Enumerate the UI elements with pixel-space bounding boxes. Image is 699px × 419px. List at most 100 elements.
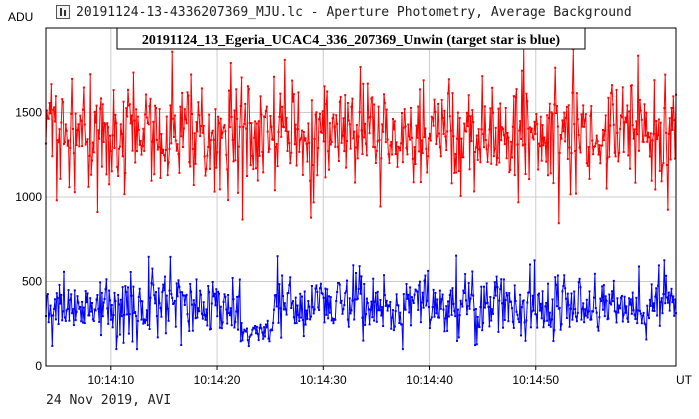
data-point	[531, 136, 534, 139]
data-point	[362, 339, 365, 342]
data-point	[289, 276, 292, 279]
data-point	[634, 318, 637, 320]
data-point	[272, 321, 275, 324]
data-point	[229, 62, 232, 64]
data-point	[559, 328, 562, 331]
data-point	[147, 255, 150, 258]
data-point	[185, 122, 188, 125]
data-point	[73, 289, 76, 292]
data-point	[290, 307, 293, 309]
data-point	[245, 127, 248, 130]
data-point	[374, 162, 377, 164]
data-point	[376, 140, 379, 143]
data-point	[384, 304, 387, 307]
data-point	[202, 301, 205, 304]
data-point	[238, 125, 241, 128]
data-point	[603, 315, 606, 318]
data-point	[91, 141, 94, 144]
data-point	[86, 138, 89, 141]
data-point	[401, 323, 403, 326]
data-point	[440, 298, 443, 301]
data-point	[207, 285, 210, 287]
data-point	[298, 320, 301, 322]
data-point	[536, 123, 539, 126]
data-point	[398, 322, 401, 324]
data-point	[75, 144, 78, 147]
data-point	[637, 309, 640, 312]
data-point	[295, 164, 298, 167]
data-point	[265, 105, 268, 108]
data-point	[467, 94, 470, 97]
data-point	[181, 91, 184, 94]
data-point	[314, 113, 317, 116]
data-point	[407, 123, 410, 126]
data-point	[104, 288, 107, 291]
data-point	[588, 177, 591, 180]
data-point	[564, 287, 567, 290]
data-point	[436, 135, 439, 138]
data-point	[576, 311, 579, 314]
data-point	[47, 321, 50, 324]
data-point	[106, 122, 109, 125]
data-point	[577, 134, 580, 136]
data-point	[667, 291, 670, 294]
data-point	[81, 300, 84, 303]
data-point	[555, 112, 558, 114]
data-point	[247, 88, 250, 91]
data-point	[588, 290, 591, 293]
data-point	[542, 144, 545, 147]
data-point	[644, 134, 647, 137]
data-point	[510, 140, 513, 143]
data-point	[136, 319, 139, 322]
data-point	[123, 193, 126, 196]
data-point	[102, 140, 105, 143]
data-point	[354, 298, 357, 301]
data-point	[187, 94, 190, 97]
data-point	[436, 298, 439, 301]
data-point	[253, 136, 256, 139]
data-point	[672, 295, 675, 298]
data-point	[622, 313, 625, 316]
data-point	[657, 284, 659, 287]
data-point	[470, 293, 473, 296]
data-point	[426, 171, 429, 174]
data-point	[153, 173, 156, 176]
data-point	[168, 147, 171, 150]
data-point	[158, 108, 161, 111]
data-point	[65, 129, 68, 132]
data-point	[459, 194, 462, 197]
data-point	[189, 165, 192, 168]
data-point	[199, 289, 202, 292]
data-point	[486, 161, 489, 163]
data-point	[654, 295, 657, 298]
data-point	[339, 301, 342, 304]
data-point	[575, 315, 577, 318]
data-point	[64, 319, 67, 322]
data-point	[114, 300, 117, 303]
data-point	[321, 292, 324, 295]
data-point	[652, 302, 655, 305]
data-point	[445, 149, 448, 152]
data-point	[174, 139, 177, 142]
data-point	[568, 325, 571, 328]
data-point	[412, 181, 415, 184]
data-point	[358, 111, 361, 114]
data-point	[304, 137, 307, 140]
data-point	[426, 299, 429, 302]
data-point	[256, 333, 259, 336]
data-point	[341, 312, 344, 315]
data-point	[351, 299, 354, 302]
data-point	[240, 322, 243, 325]
data-point	[560, 137, 563, 140]
data-point	[221, 131, 224, 134]
data-point	[523, 321, 526, 324]
data-point	[182, 294, 185, 297]
data-point	[432, 124, 435, 127]
data-point	[564, 140, 567, 143]
data-point	[451, 287, 454, 290]
data-point	[284, 129, 287, 132]
data-point	[663, 107, 666, 110]
data-point	[241, 339, 244, 342]
app-icon	[56, 5, 70, 19]
data-point	[547, 282, 549, 285]
